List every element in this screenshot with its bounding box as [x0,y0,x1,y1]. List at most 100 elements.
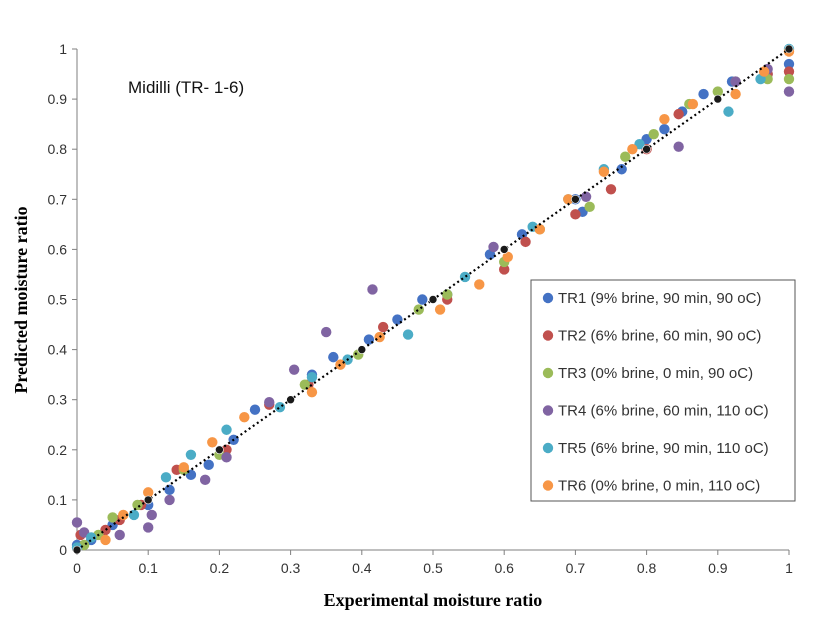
reference-marker [286,395,295,405]
y-tick-label: 0.9 [48,91,68,107]
x-axis-title: Experimental moisture ratio [324,590,543,610]
data-point [164,484,175,496]
x-tick-label: 0.1 [138,560,158,576]
data-point [71,517,83,528]
series-tr4 [71,63,795,541]
data-point [488,241,499,253]
data-point [328,351,339,363]
data-point [321,326,332,338]
legend-marker [542,292,554,304]
x-tick-label: 0.2 [210,560,230,576]
legend-label: TR5 (6% brine, 90 min, 110 oC) [558,440,769,457]
reference-marker [499,245,509,254]
data-point [783,58,795,70]
data-point [239,412,250,423]
data-point [146,509,157,521]
data-point [434,304,446,315]
data-point [730,76,741,87]
y-tick-label: 0.7 [48,191,68,207]
y-ticks: 0 0.1 0.2 0.3 0.4 0.5 0.6 0.7 0.8 0.9 1 [48,41,77,558]
data-point [698,88,709,100]
data-point [659,123,670,135]
data-point [459,271,471,283]
data-point [563,194,574,205]
data-point [335,359,346,370]
legend-box [530,279,796,502]
data-points [71,43,795,553]
data-point [249,404,261,415]
data-point [474,279,485,290]
data-point [605,184,617,195]
y-tick-label: 0.8 [48,141,68,157]
data-point [274,402,286,413]
chart-annotation: Midilli (TR- 1-6) [128,78,244,97]
data-point [499,264,510,275]
data-point [299,379,311,390]
data-point [306,371,318,383]
data-point [367,284,378,295]
legend: TR1 (9% brine, 90 min, 90 oC) TR2 (6% bri… [530,279,796,502]
y-tick-label: 0.2 [48,442,68,458]
data-point [502,251,513,263]
data-point [673,108,684,120]
series-tr1 [71,58,795,551]
data-point [164,494,175,506]
y-tick-label: 0 [59,542,67,558]
data-point [783,66,795,77]
legend-label: TR2 (6% brine, 60 min, 90 oC) [558,328,761,345]
data-point [442,289,453,300]
data-point [143,522,154,533]
y-tick-label: 0.3 [48,392,68,408]
reference-marker [72,545,82,555]
legend-label: TR4 (6% brine, 60 min, 110 oC) [558,403,769,420]
reference-marker [428,295,438,304]
data-point [520,236,531,248]
data-point [730,88,741,100]
x-tick-label: 0.4 [352,560,372,576]
data-point [687,98,699,110]
reference-marker [215,445,224,455]
data-point [673,141,684,152]
x-tick-label: 1 [785,560,793,576]
data-point [570,209,581,220]
legend-label: TR1 (9% brine, 90 min, 90 oC) [558,290,761,307]
data-point [86,532,97,543]
data-point [100,534,111,546]
data-point [207,437,218,448]
data-point [580,191,592,202]
data-point [648,128,659,140]
data-point [413,304,424,315]
x-tick-label: 0.5 [423,560,443,576]
x-ticks: 0 0.1 0.2 0.3 0.4 0.5 0.6 0.7 0.8 0.9 1 [73,550,793,576]
data-point [620,151,631,162]
data-point [160,472,172,483]
reference-line [72,44,794,555]
y-tick-label: 1 [59,41,67,57]
y-tick-label: 0.1 [48,492,68,508]
data-point [723,106,734,117]
data-point [783,73,795,85]
data-point [712,86,723,97]
y-tick-label: 0.5 [48,292,68,308]
data-point [627,144,638,155]
x-tick-label: 0 [73,560,81,576]
reference-marker [571,195,580,204]
data-point [659,113,670,125]
legend-items: TR1 (9% brine, 90 min, 90 oC) TR2 (6% bri… [542,290,769,495]
x-tick-label: 0.8 [637,560,657,576]
legend-label: TR6 (0% brine, 0 min, 110 oC) [558,478,760,495]
data-point [185,449,197,461]
data-point [598,166,610,177]
reference-marker [784,44,794,54]
legend-label: TR3 (0% brine, 0 min, 90 oC) [558,365,753,382]
data-point [178,462,189,473]
data-point [534,224,545,235]
reference-marker [642,144,651,154]
data-point [114,529,125,541]
data-point [199,474,211,486]
x-tick-label: 0.6 [494,560,514,576]
data-point [143,487,154,498]
data-point [288,364,300,375]
x-tick-label: 0.9 [708,560,728,576]
